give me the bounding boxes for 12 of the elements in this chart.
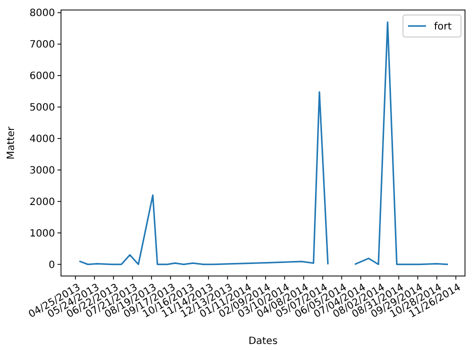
y-tick-label: 1000 bbox=[30, 228, 55, 240]
y-tick-label: 5000 bbox=[30, 102, 55, 114]
y-tick-label: 7000 bbox=[30, 40, 55, 51]
y-tick-label: 4000 bbox=[30, 134, 55, 146]
y-axis-title: Matter bbox=[6, 126, 17, 160]
y-tick-label: 2000 bbox=[30, 196, 55, 208]
y-tick-label: 0 bbox=[48, 260, 55, 271]
legend-label: fort bbox=[434, 22, 452, 32]
y-tick-label: 3000 bbox=[30, 165, 55, 176]
x-axis-title: Dates bbox=[248, 336, 278, 347]
y-tick-label: 8000 bbox=[30, 8, 55, 20]
y-tick-label: 6000 bbox=[30, 71, 55, 82]
